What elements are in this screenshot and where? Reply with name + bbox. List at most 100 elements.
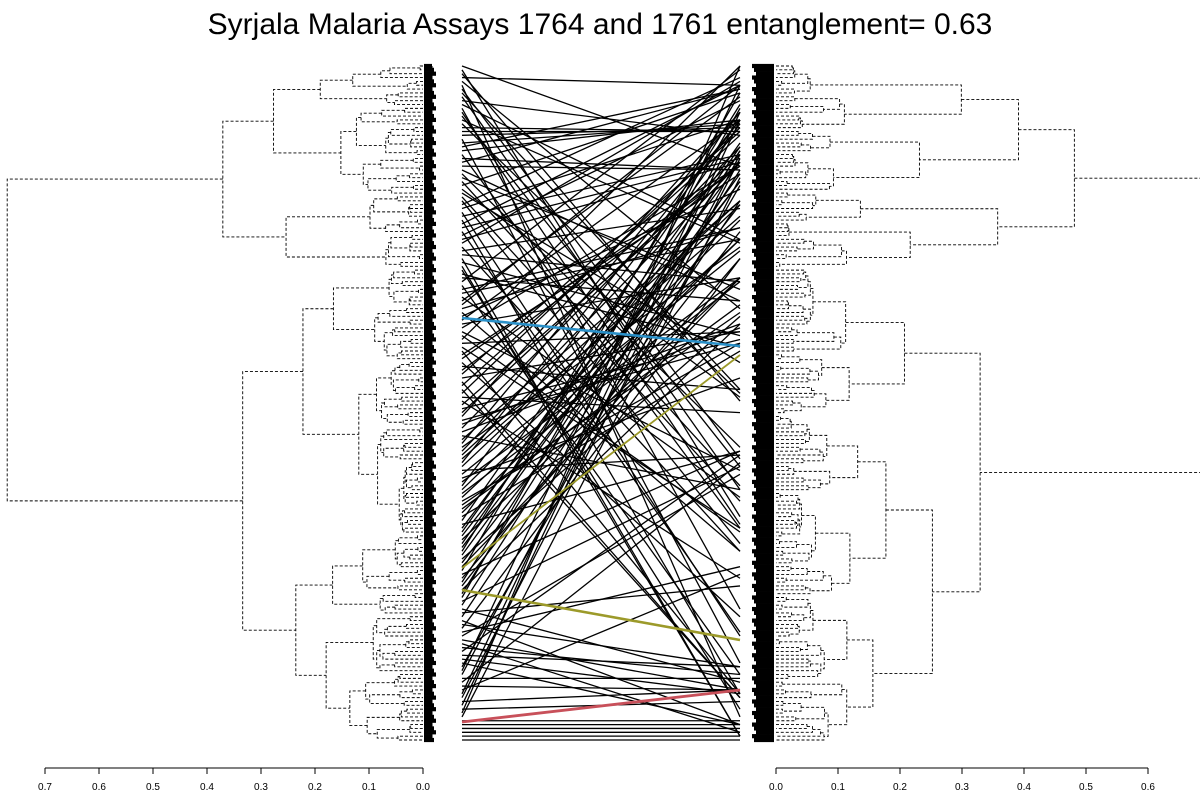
dendrogram-branch xyxy=(776,181,788,186)
dendrogram-branch xyxy=(222,120,287,238)
left-leaf-label xyxy=(424,579,436,585)
right-leaf-label xyxy=(752,606,774,612)
dendrogram-branch xyxy=(776,120,803,129)
connector-line xyxy=(461,119,741,464)
dendrogram-branch xyxy=(776,211,800,217)
left-leaf-label xyxy=(424,310,434,315)
left-leaf-label xyxy=(424,321,434,327)
dendrogram-branch xyxy=(776,614,805,622)
right-leaf-label xyxy=(756,325,774,330)
dendrogram-branch xyxy=(776,192,788,198)
dendrogram-branch xyxy=(810,287,814,316)
dendrogram-branch xyxy=(411,138,423,144)
left-leaf-label xyxy=(424,514,432,519)
dendrogram-branch xyxy=(776,285,798,290)
dendrogram-branch xyxy=(384,606,423,614)
right-leaf-label xyxy=(756,730,774,735)
right-leaf-label xyxy=(754,102,774,107)
dendrogram-branch xyxy=(776,115,800,121)
left-leaf-label xyxy=(424,437,434,442)
left-leaf-label xyxy=(424,356,434,361)
connector-line-olive xyxy=(461,588,741,642)
dendrogram-branch xyxy=(812,301,847,344)
left-leaf-label xyxy=(424,140,436,146)
dendrogram-branch xyxy=(776,104,791,109)
right-leaf-label xyxy=(754,714,774,719)
right-leaf-label xyxy=(754,541,774,546)
left-leaf-label xyxy=(424,433,432,438)
right-leaf-label xyxy=(754,229,774,234)
dendrogram-branch xyxy=(776,624,799,629)
right-leaf-label xyxy=(754,657,774,662)
dendrogram-branch xyxy=(416,477,423,483)
dendrogram-branch xyxy=(794,98,841,110)
dendrogram-branch xyxy=(776,726,813,733)
left-leaf-label xyxy=(424,333,434,338)
left-leaf-label xyxy=(424,129,436,134)
connector-line-blue xyxy=(461,316,741,348)
left-leaf-label xyxy=(424,683,436,689)
right-leaf-label xyxy=(752,468,774,473)
dendrogram-branch xyxy=(810,663,822,675)
dendrogram-branch xyxy=(776,225,789,233)
right-leaf-label xyxy=(756,533,774,538)
connector-line xyxy=(461,258,741,629)
dendrogram-branch xyxy=(402,419,423,425)
left-leaf-label xyxy=(424,653,432,658)
connector-line xyxy=(461,188,741,398)
connector-line xyxy=(461,123,741,144)
left-axis-tick-label: 0.1 xyxy=(362,782,376,793)
dendrogram-branch xyxy=(781,519,801,535)
left-leaf-label xyxy=(424,476,436,481)
right-leaf-label xyxy=(754,321,774,327)
left-leaf-label xyxy=(424,291,436,296)
dendrogram-branch xyxy=(776,577,787,583)
right-leaf-label xyxy=(752,572,774,577)
dendrogram-branch xyxy=(776,539,780,545)
dendrogram-branch xyxy=(776,156,795,163)
connector-line xyxy=(461,154,741,675)
right-leaf-label xyxy=(754,90,774,96)
connector-line xyxy=(461,154,741,414)
dendrogram-branch xyxy=(776,674,789,679)
right-leaf-label xyxy=(754,737,774,743)
connector-line xyxy=(461,119,741,487)
dendrogram-branch xyxy=(776,117,801,125)
dendrogram-branch xyxy=(776,498,801,510)
dendrogram-branch xyxy=(780,494,799,504)
right-leaf-label xyxy=(756,233,774,238)
left-leaf-label xyxy=(424,734,432,739)
connector-line xyxy=(461,96,741,302)
right-leaf-label xyxy=(752,410,774,415)
connector-line xyxy=(461,258,741,579)
dendrogram-branch xyxy=(383,432,423,441)
right-leaf-label xyxy=(754,79,774,84)
connector-line xyxy=(461,566,741,633)
connector-line xyxy=(461,119,741,152)
left-leaf-label xyxy=(424,522,436,527)
dendrogram-branch xyxy=(776,105,824,113)
dendrogram-branch xyxy=(406,624,423,629)
dendrogram-branch xyxy=(407,412,423,417)
left-leaf-label xyxy=(424,63,432,69)
dendrogram-branch xyxy=(362,163,381,185)
dendrogram-branch xyxy=(406,308,423,313)
right-leaf-label xyxy=(756,499,774,504)
dendrogram-branch xyxy=(398,487,404,521)
dendrogram-branch xyxy=(400,710,423,718)
dendrogram-branch xyxy=(384,628,423,637)
dendrogram-branch xyxy=(803,602,811,619)
dendrogram-branch xyxy=(393,290,419,303)
right-leaf-label xyxy=(756,210,774,215)
left-leaf-label xyxy=(424,495,434,500)
left-leaf-label xyxy=(424,518,434,523)
connector-line xyxy=(461,146,741,429)
connector-line xyxy=(461,454,741,652)
right-leaf-label xyxy=(754,345,774,350)
dendrogram-branch xyxy=(776,317,808,325)
dendrogram-branch xyxy=(416,150,423,156)
connector-line xyxy=(461,150,741,594)
left-leaf-label xyxy=(424,672,436,677)
dendrogram-branch xyxy=(845,321,905,385)
